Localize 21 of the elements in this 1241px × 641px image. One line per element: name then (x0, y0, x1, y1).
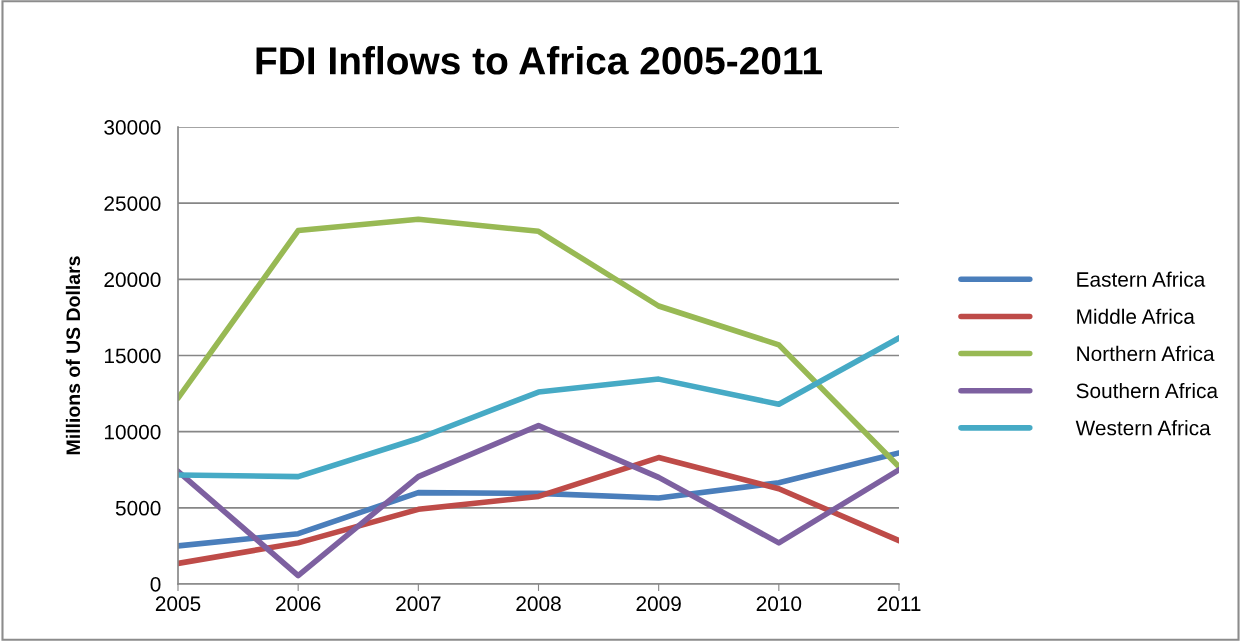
y-tick-label: 5000 (115, 500, 161, 516)
legend-label: Southern Africa (1076, 382, 1219, 399)
chart-title: FDI Inflows to Africa 2005-2011 (256, 46, 822, 75)
y-tick-label: 30000 (104, 120, 161, 135)
x-tick-label: 2011 (877, 596, 921, 612)
x-tick-label: 2006 (276, 596, 321, 612)
y-tick-label: 10000 (105, 424, 161, 440)
x-tick-label: 2009 (636, 596, 681, 612)
x-tick-label: 2008 (516, 596, 561, 612)
y-tick-label: 0 (150, 577, 161, 592)
legend-label: Western Africa (1075, 420, 1211, 436)
y-tick-label: 25000 (104, 196, 161, 211)
y-axis-title: Millions of US Dollars (65, 256, 81, 455)
legend-label: Middle Africa (1077, 308, 1195, 324)
x-tick-label: 2010 (756, 596, 802, 612)
y-tick-label: 20000 (104, 272, 161, 288)
y-tick-label: 15000 (105, 348, 161, 364)
legend-label: Eastern Africa (1077, 271, 1206, 287)
x-tick-label: 2005 (155, 596, 201, 612)
legend-label: Northern Africa (1077, 345, 1215, 362)
x-tick-label: 2007 (396, 596, 441, 612)
